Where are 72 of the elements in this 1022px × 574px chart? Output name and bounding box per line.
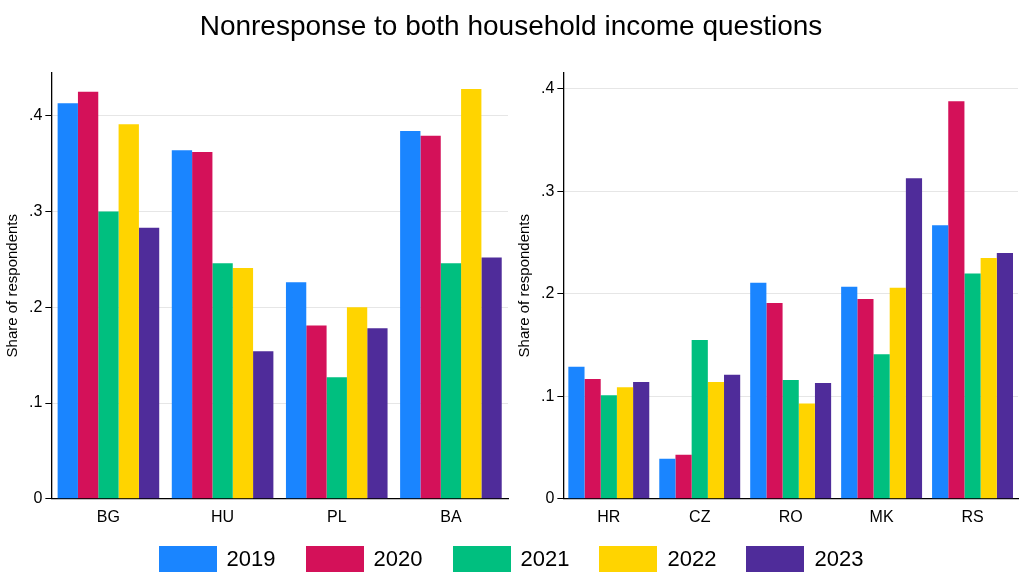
y-tick-label: 0 xyxy=(33,489,43,507)
legend-label: 2021 xyxy=(520,546,570,572)
bar xyxy=(584,378,601,499)
x-tick-label: MK xyxy=(869,507,894,525)
bar xyxy=(873,354,890,499)
bar xyxy=(980,258,997,499)
legend-label: 2022 xyxy=(667,546,717,572)
bar xyxy=(932,225,949,499)
bar xyxy=(192,152,213,499)
bar xyxy=(461,88,482,499)
bar xyxy=(814,383,832,499)
bar xyxy=(138,227,160,499)
x-tick-label: BA xyxy=(440,507,462,525)
x-tick-label: BG xyxy=(96,507,120,525)
y-axis-title: Share of respondents xyxy=(515,213,533,358)
y-tick-label: .4 xyxy=(29,106,43,124)
y-tick-label: .2 xyxy=(541,284,555,302)
bar xyxy=(326,377,347,499)
bar xyxy=(889,287,906,499)
bar xyxy=(616,387,634,499)
x-tick-label: CZ xyxy=(689,507,711,525)
bar xyxy=(253,351,274,499)
bar xyxy=(171,150,193,499)
bar xyxy=(798,403,815,499)
y-axis-title: Share of respondents xyxy=(3,213,21,358)
bar xyxy=(724,374,741,499)
x-tick-label: PL xyxy=(326,507,347,525)
bar xyxy=(306,325,327,499)
bar xyxy=(285,282,307,499)
legend-label: 2020 xyxy=(373,546,423,572)
bar xyxy=(766,303,783,499)
bar xyxy=(600,395,617,499)
bar xyxy=(691,340,708,499)
x-tick-label: HR xyxy=(597,507,621,525)
y-tick-label: 0 xyxy=(545,489,555,507)
bar xyxy=(905,178,923,499)
bar xyxy=(948,101,965,499)
y-tick-label: .3 xyxy=(541,181,555,199)
chart-title: Nonresponse to both household income questions xyxy=(198,10,824,42)
bar xyxy=(675,454,692,499)
bar xyxy=(964,273,981,499)
bar xyxy=(232,267,254,499)
bar xyxy=(568,366,585,499)
bar xyxy=(118,124,139,499)
bar xyxy=(346,307,368,499)
bar xyxy=(782,379,799,499)
x-tick-label: RO xyxy=(778,507,803,525)
bar xyxy=(481,257,502,499)
bar xyxy=(841,286,858,499)
bar xyxy=(750,282,767,499)
y-tick-label: .2 xyxy=(29,297,43,315)
bar xyxy=(367,328,388,499)
legend-label: 2023 xyxy=(814,546,864,572)
bar xyxy=(212,263,233,499)
bar xyxy=(659,458,676,499)
bar xyxy=(707,382,725,499)
bar xyxy=(857,299,874,499)
y-tick-label: .3 xyxy=(29,201,43,219)
y-tick-label: .1 xyxy=(29,393,43,411)
bar xyxy=(440,263,462,499)
x-tick-label: HU xyxy=(211,507,235,525)
x-tick-label: RS xyxy=(961,507,984,525)
bar xyxy=(57,103,78,499)
bar xyxy=(996,252,1013,499)
bar xyxy=(77,91,99,499)
bar xyxy=(98,211,119,499)
bar xyxy=(420,135,441,499)
bar xyxy=(400,131,421,499)
y-tick-label: .1 xyxy=(541,386,555,404)
legend-label: 2019 xyxy=(226,546,276,572)
y-tick-label: .4 xyxy=(541,79,555,97)
bar xyxy=(633,382,650,499)
